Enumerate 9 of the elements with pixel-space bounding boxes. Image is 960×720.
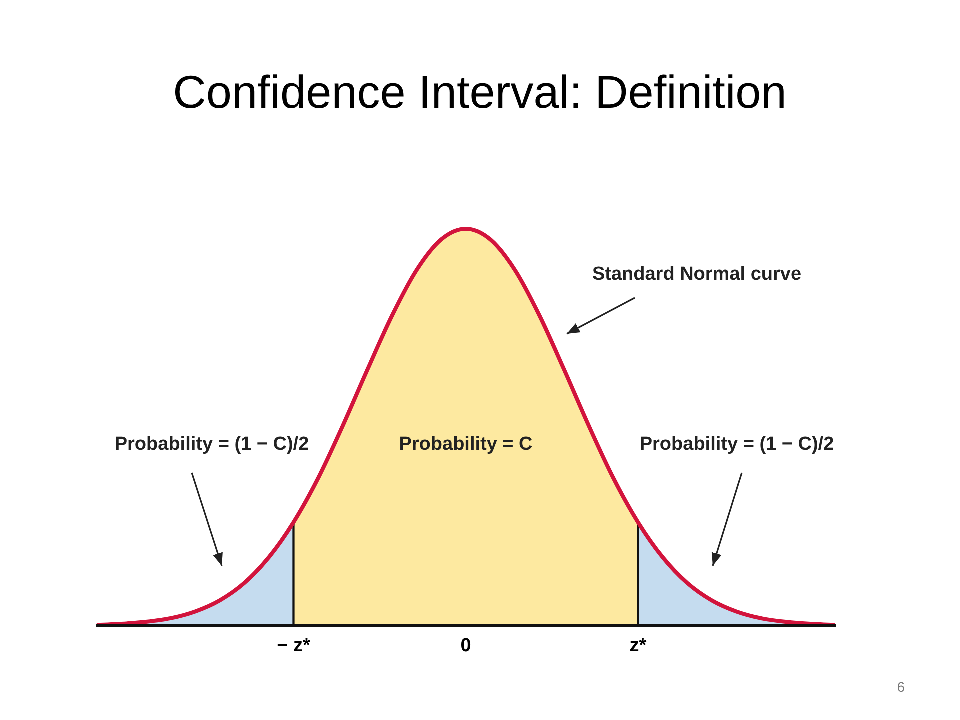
x-tick-label: − z* [277,635,312,656]
x-tick-label: z* [630,635,648,656]
annotation: Probability = (1 − C)/2 [640,434,834,455]
annotation: Standard Normal curve [592,264,802,285]
annotation: Probability = C [399,434,534,455]
annotation: Probability = (1 − C)/2 [114,434,310,455]
text: 6 [897,679,906,695]
chart-title: Confidence Interval: Definition [173,66,787,118]
x-tick-label: 0 [460,635,472,656]
